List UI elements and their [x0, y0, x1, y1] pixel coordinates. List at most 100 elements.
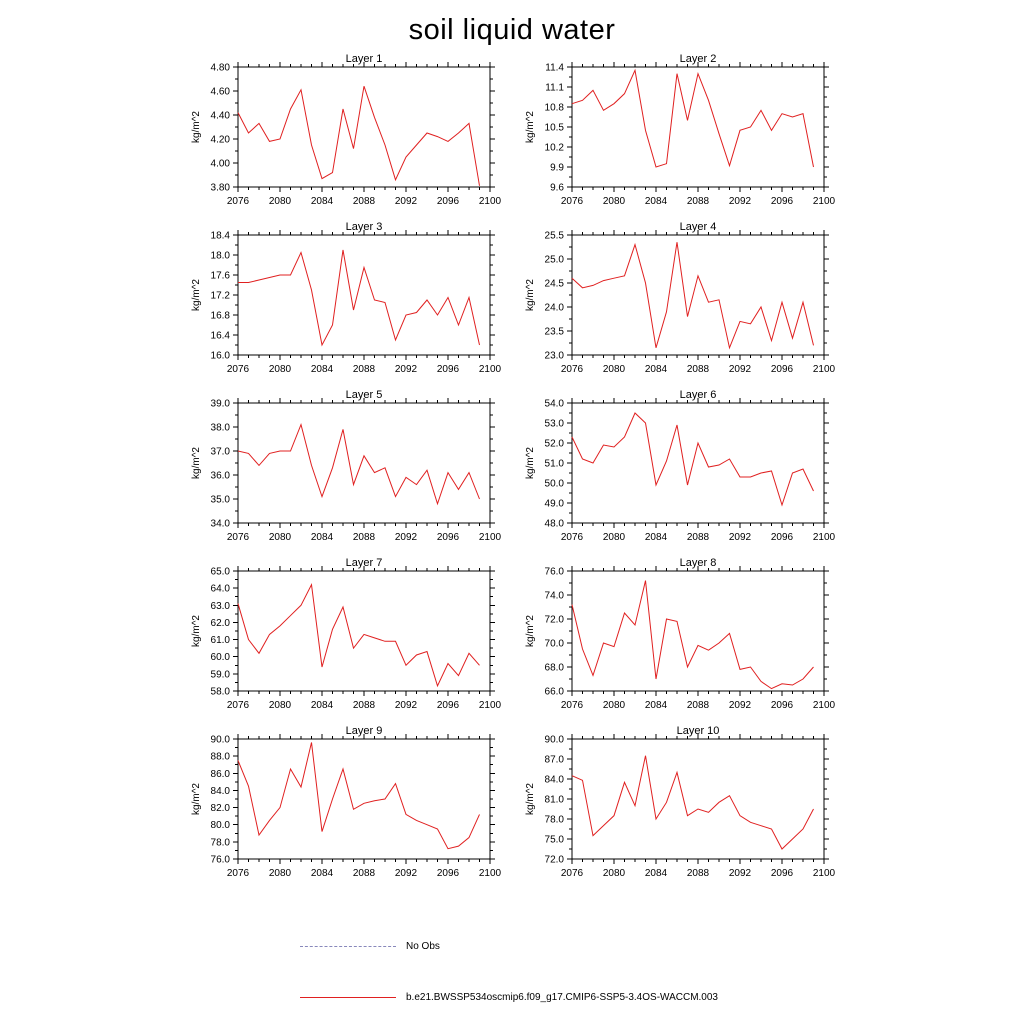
svg-text:2092: 2092: [729, 700, 752, 711]
panel-title: Layer 7: [346, 557, 383, 569]
svg-text:76.0: 76.0: [545, 567, 565, 578]
axes-ticks: [233, 734, 495, 864]
svg-text:2100: 2100: [479, 868, 502, 879]
model-run-label: b.e21.BWSSP534oscmip6.f09_g17.CMIP6-SSP5…: [406, 992, 718, 1003]
svg-text:4.80: 4.80: [211, 63, 231, 74]
svg-text:2084: 2084: [311, 364, 334, 375]
axes-ticks: [233, 566, 495, 696]
svg-text:2096: 2096: [437, 532, 460, 543]
series-line: [237, 583, 480, 688]
tick-labels: 9.6 9.9 10.2 10.5 10.8 11.1 11.4 2076 2080 2084 20…: [545, 63, 836, 208]
svg-text:10.2: 10.2: [545, 143, 565, 154]
svg-text:48.0: 48.0: [545, 519, 565, 530]
svg-text:2084: 2084: [645, 196, 668, 207]
svg-text:59.0: 59.0: [211, 669, 231, 680]
svg-text:64.0: 64.0: [211, 584, 231, 595]
svg-text:84.0: 84.0: [545, 775, 565, 786]
svg-text:2076: 2076: [561, 532, 584, 543]
chart-layer-4: Layer 4 kg/m^2 23.023.524.024.525.025.52…: [525, 221, 836, 375]
svg-text:70.0: 70.0: [545, 639, 565, 650]
svg-text:16.4: 16.4: [211, 331, 231, 342]
svg-text:2088: 2088: [687, 532, 710, 543]
svg-text:2092: 2092: [729, 868, 752, 879]
chart-layer-10: Layer 10 kg/m^2 72.0 75.0 78.0 81.0 84.0 87.0…: [525, 725, 836, 879]
svg-text:34.0: 34.0: [211, 519, 231, 530]
svg-text:11.4: 11.4: [545, 63, 564, 74]
svg-text:63.0: 63.0: [211, 601, 231, 612]
page-title: soil liquid water: [408, 14, 616, 46]
svg-text:66.0: 66.0: [545, 687, 565, 698]
legend-row-no-obs: No Obs: [300, 941, 1024, 952]
axes-ticks: [233, 398, 495, 528]
svg-text:87.0: 87.0: [545, 755, 565, 766]
series-line: [571, 242, 814, 350]
y-axis-label: kg/m^2: [525, 783, 536, 815]
series-line: [571, 755, 814, 850]
svg-text:2100: 2100: [479, 532, 502, 543]
svg-text:2076: 2076: [561, 364, 584, 375]
svg-text:51.0: 51.0: [545, 459, 565, 470]
axes-ticks: [233, 62, 495, 192]
svg-text:4.40: 4.40: [211, 111, 231, 122]
svg-text:2100: 2100: [813, 364, 836, 375]
svg-text:24.0: 24.0: [545, 303, 565, 314]
svg-text:54.0: 54.0: [545, 399, 565, 410]
svg-text:49.0: 49.0: [545, 499, 565, 510]
svg-text:2084: 2084: [311, 532, 334, 543]
panel-title: Layer 5: [346, 389, 383, 401]
svg-text:2080: 2080: [269, 532, 292, 543]
svg-text:2088: 2088: [353, 700, 376, 711]
svg-text:81.0: 81.0: [545, 795, 565, 806]
svg-text:11.1: 11.1: [545, 83, 564, 94]
svg-text:25.0: 25.0: [545, 255, 565, 266]
panel-title: Layer 4: [680, 221, 717, 233]
chart-layer-3: Layer 3 kg/m^2 16.016.416.817.217.618.01…: [191, 221, 502, 375]
svg-text:62.0: 62.0: [211, 618, 231, 629]
svg-text:10.8: 10.8: [545, 103, 565, 114]
svg-text:17.6: 17.6: [211, 271, 231, 282]
svg-text:4.20: 4.20: [211, 135, 231, 146]
chart-layer-5: Layer 5 kg/m^2 34.0 35.0 36.0 37.0 38.0 39.0 2…: [191, 389, 502, 543]
svg-text:24.5: 24.5: [545, 279, 565, 290]
panel-title: Layer 9: [346, 725, 383, 737]
tick-labels: 48.0 49.0 50.0 51.0 52.0 53.0 54.0 2076 2080 2084…: [545, 399, 836, 544]
svg-text:2092: 2092: [395, 700, 418, 711]
model-run-line-sample: [300, 997, 396, 998]
svg-text:2088: 2088: [687, 364, 710, 375]
chart-layer-6: Layer 6 kg/m^2 48.0 49.0 50.0 51.0 52.0 53.0 5…: [525, 389, 836, 544]
svg-text:3.80: 3.80: [211, 183, 231, 194]
svg-text:60.0: 60.0: [211, 652, 231, 663]
svg-text:38.0: 38.0: [211, 423, 231, 434]
y-axis-label: kg/m^2: [525, 279, 536, 311]
axes-ticks: [567, 566, 829, 696]
svg-text:2096: 2096: [771, 196, 794, 207]
svg-text:18.4: 18.4: [211, 231, 231, 242]
svg-text:2080: 2080: [603, 196, 626, 207]
svg-text:2080: 2080: [603, 532, 626, 543]
svg-text:2100: 2100: [479, 196, 502, 207]
svg-text:2088: 2088: [687, 700, 710, 711]
svg-text:72.0: 72.0: [545, 615, 565, 626]
svg-text:86.0: 86.0: [211, 769, 231, 780]
y-axis-label: kg/m^2: [191, 279, 202, 311]
y-axis-label: kg/m^2: [191, 447, 202, 479]
panel-title: Layer 1: [346, 53, 383, 65]
legend-row-model-run: b.e21.BWSSP534oscmip6.f09_g17.CMIP6-SSP5…: [300, 992, 1024, 1003]
svg-text:2096: 2096: [437, 196, 460, 207]
svg-text:35.0: 35.0: [211, 495, 231, 506]
svg-text:75.0: 75.0: [545, 835, 565, 846]
series-line: [571, 68, 814, 168]
svg-text:74.0: 74.0: [545, 591, 565, 602]
svg-text:2100: 2100: [479, 700, 502, 711]
svg-text:2076: 2076: [227, 700, 250, 711]
svg-text:2096: 2096: [437, 868, 460, 879]
panel-title: Layer 10: [677, 725, 720, 737]
svg-text:90.0: 90.0: [211, 735, 231, 746]
svg-text:2084: 2084: [645, 868, 668, 879]
svg-text:2084: 2084: [311, 196, 334, 207]
svg-text:2084: 2084: [645, 700, 668, 711]
axes-ticks: [567, 398, 829, 528]
series-line: [237, 742, 480, 850]
tick-labels: 76.0 78.0 80.0 82.0 84.0 86.0 88.0 90.0 2076 2080…: [211, 735, 502, 880]
svg-text:78.0: 78.0: [545, 815, 565, 826]
